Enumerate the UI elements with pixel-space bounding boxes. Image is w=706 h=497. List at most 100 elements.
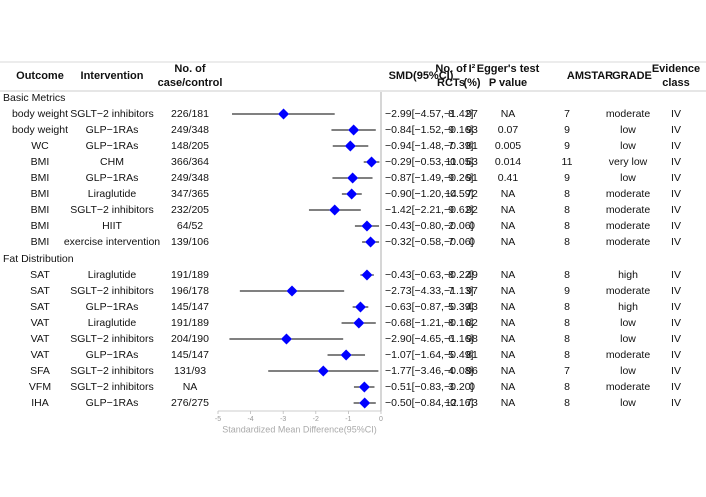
cell-cases: 191/189 — [171, 317, 209, 329]
cell-i2: 49 — [466, 269, 478, 281]
cell-i2: 97 — [466, 108, 478, 120]
cell-i2: 91 — [466, 172, 478, 184]
column-header: RCTs — [437, 77, 465, 89]
cell-smd-label: −1.07[−1.64,−0.49] — [385, 349, 474, 361]
column-header: AMSTAR — [567, 70, 613, 82]
cell-i2: 97 — [466, 285, 478, 297]
cell-rcts: 8 — [448, 317, 454, 329]
cell-amstar: 11 — [562, 156, 573, 168]
cell-grade: moderate — [606, 349, 651, 361]
point-estimate — [317, 365, 329, 377]
cell-outcome: SAT — [30, 301, 50, 313]
cell-i2: 98 — [466, 333, 478, 345]
cell-i2: 0 — [469, 381, 475, 393]
point-estimate — [354, 301, 366, 313]
cell-amstar: 8 — [564, 333, 570, 345]
cell-egger: 0.014 — [495, 156, 521, 168]
cell-outcome: body weight — [12, 124, 68, 136]
cell-evidence: IV — [671, 269, 681, 281]
cell-intervention: SGLT−2 inhibitors — [70, 365, 154, 377]
cell-outcome: IHA — [31, 397, 49, 409]
cell-outcome: BMI — [31, 188, 50, 200]
cell-amstar: 8 — [564, 349, 570, 361]
point-estimate — [280, 333, 292, 345]
x-tick-label: -1 — [345, 416, 351, 423]
column-header: GRADE — [612, 70, 652, 82]
cell-grade: low — [620, 172, 636, 184]
point-estimate — [344, 140, 356, 152]
cell-cases: 191/189 — [171, 269, 209, 281]
cell-cases: 145/147 — [171, 349, 209, 361]
cell-egger: NA — [501, 204, 516, 216]
cell-intervention: GLP−1RAs — [86, 140, 139, 152]
column-header: Evidence — [652, 63, 700, 75]
cell-intervention: GLP−1RAs — [86, 397, 139, 409]
cell-intervention: Liraglutide — [88, 269, 137, 281]
cell-smd-label: −0.63[−0.87,−0.39] — [385, 301, 474, 313]
cell-intervention: CHM — [100, 156, 124, 168]
cell-i2: 93 — [466, 124, 478, 136]
cell-amstar: 8 — [564, 188, 570, 200]
cell-rcts: 7 — [448, 285, 454, 297]
cell-egger: NA — [501, 269, 516, 281]
cell-amstar: 9 — [564, 285, 570, 297]
cell-smd-label: −0.43[−0.63,−0.22] — [385, 269, 474, 281]
cell-outcome: BMI — [31, 236, 50, 248]
cell-smd-label: −0.90[−1.20,−0.59] — [385, 188, 474, 200]
column-header: case/control — [158, 77, 223, 89]
cell-grade: low — [620, 365, 636, 377]
cell-grade: moderate — [606, 381, 651, 393]
cell-grade: moderate — [606, 204, 651, 216]
cell-evidence: IV — [671, 124, 681, 136]
column-header: No. of — [435, 63, 466, 75]
cell-outcome: BMI — [31, 172, 50, 184]
cell-intervention: exercise intervention — [64, 236, 160, 248]
cell-intervention: GLP−1RAs — [86, 172, 139, 184]
cell-grade: moderate — [606, 108, 651, 120]
cell-intervention: SGLT−2 inhibitors — [70, 204, 154, 216]
x-tick-label: -2 — [313, 416, 319, 423]
cell-i2: 81 — [466, 140, 478, 152]
cell-egger: NA — [501, 220, 516, 232]
cell-amstar: 8 — [564, 220, 570, 232]
cell-amstar: 8 — [564, 381, 570, 393]
point-estimate — [346, 188, 358, 200]
cell-evidence: IV — [671, 285, 681, 297]
cell-smd-label: −1.77[−3.46,−0.08] — [385, 365, 474, 377]
cell-rcts: 8 — [448, 108, 454, 120]
cell-i2: 72 — [466, 188, 478, 200]
cell-intervention: Liraglutide — [88, 317, 137, 329]
cell-i2: 73 — [466, 397, 478, 409]
cell-intervention: SGLT−2 inhibitors — [70, 333, 154, 345]
cell-evidence: IV — [671, 301, 681, 313]
point-estimate — [353, 317, 365, 329]
cell-outcome: WC — [31, 140, 49, 152]
point-estimate — [286, 285, 298, 297]
group-label: Basic Metrics — [3, 92, 65, 104]
point-estimate — [340, 349, 352, 361]
cell-cases: 347/365 — [171, 188, 209, 200]
cell-smd-label: −2.90[−4.65,−1.16] — [385, 333, 474, 345]
cell-amstar: 8 — [564, 317, 570, 329]
point-estimate — [348, 124, 360, 136]
cell-i2: 0 — [469, 236, 475, 248]
point-estimate — [278, 108, 290, 120]
cell-grade: low — [620, 140, 636, 152]
cell-cases: 249/348 — [171, 172, 209, 184]
cell-egger: 0.41 — [498, 172, 519, 184]
cell-outcome: BMI — [31, 220, 50, 232]
column-header: SMD(95%CI) — [389, 70, 454, 82]
cell-smd-label: −0.87[−1.49,−0.26] — [385, 172, 474, 184]
point-estimate — [347, 172, 359, 184]
point-estimate — [358, 381, 370, 393]
cell-egger: 0.005 — [495, 140, 521, 152]
cell-egger: 0.07 — [498, 124, 519, 136]
cell-amstar: 8 — [564, 204, 570, 216]
cell-evidence: IV — [671, 365, 681, 377]
cell-evidence: IV — [671, 188, 681, 200]
cell-grade: very low — [609, 156, 648, 168]
cell-outcome: VAT — [31, 349, 50, 361]
cell-amstar: 7 — [564, 108, 570, 120]
cell-smd-label: −0.43[−0.80,−0.06] — [385, 220, 474, 232]
cell-evidence: IV — [671, 236, 681, 248]
